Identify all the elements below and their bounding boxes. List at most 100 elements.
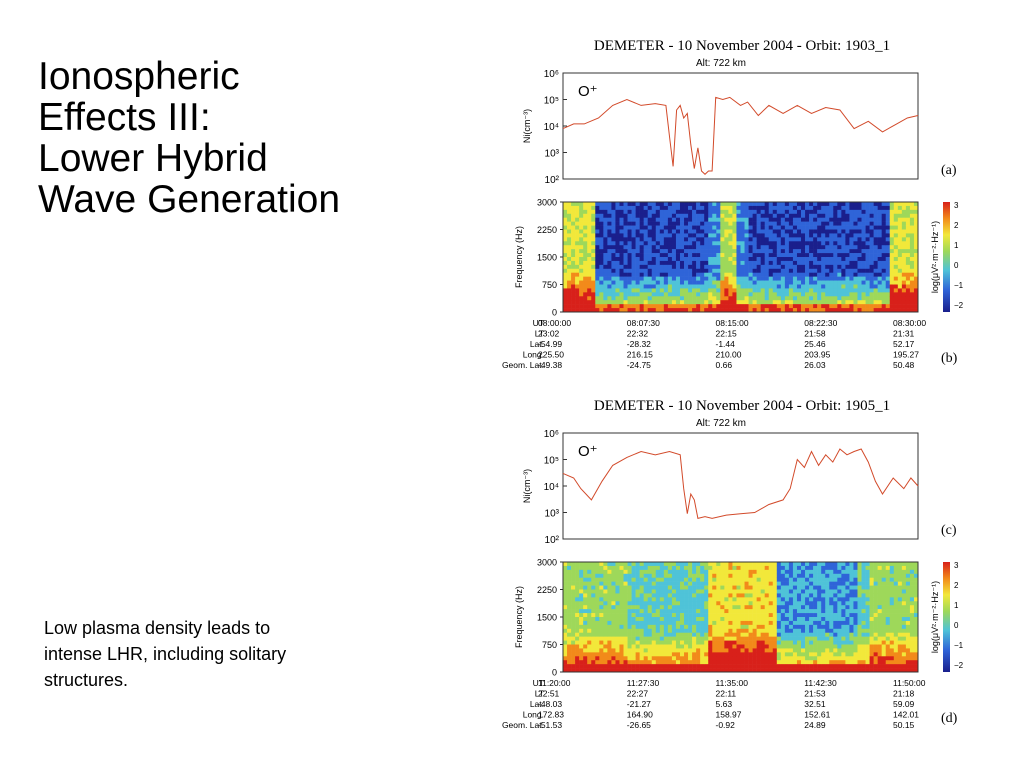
spectrogram-cell (579, 656, 584, 661)
spectrogram-cell (732, 304, 737, 309)
spectrogram-cell (579, 209, 584, 215)
spectrogram-cell (643, 237, 649, 242)
spectrogram-cell (603, 205, 608, 211)
spectrogram-cell (631, 660, 636, 665)
spectrogram-cell (591, 664, 596, 669)
spectrogram-cell (563, 304, 568, 309)
spectrogram-cell (776, 280, 782, 285)
spectrogram-cell (700, 573, 705, 579)
spectrogram-cell (841, 632, 846, 637)
spectrogram-cell (708, 569, 713, 575)
spectrogram-cell (764, 644, 770, 649)
spectrogram-cell (756, 268, 761, 274)
spectrogram-cell (829, 664, 834, 669)
spectrogram-cell (865, 589, 870, 594)
spectrogram-cell (841, 562, 846, 567)
spectrogram-cell (603, 202, 608, 207)
spectrogram-cell (675, 585, 681, 590)
spectrogram-cell (893, 237, 899, 242)
spectrogram-cell (724, 569, 729, 575)
spectrogram-cell (805, 225, 810, 230)
spectrogram-cell (716, 257, 721, 262)
spectrogram-cell (603, 644, 608, 649)
spectrogram-cell (893, 573, 899, 579)
spectrogram-cell (748, 624, 753, 630)
spectrogram-cell (603, 264, 608, 270)
spectrogram-cell (873, 613, 878, 618)
panel-c-subtitle: Alt: 722 km (696, 418, 746, 429)
spectrogram-cell (845, 640, 850, 645)
spectrogram-cell (841, 652, 846, 657)
spectrogram-cell (579, 260, 584, 266)
spectrogram-cell (611, 617, 616, 622)
spectrogram-cell (764, 272, 770, 277)
spectrogram-cell (736, 644, 741, 649)
spectrogram-cell (756, 562, 761, 567)
spectrogram-cell (796, 284, 802, 289)
spectrogram-cell (623, 229, 628, 234)
spectrogram-cell (688, 613, 693, 618)
spectrogram-cell (792, 589, 798, 594)
spectrogram-cell (659, 624, 665, 630)
spectrogram-cell (567, 292, 572, 297)
spectrogram-cell (567, 573, 572, 579)
spectrogram-cell (627, 280, 632, 285)
spectrogram-cell (647, 648, 653, 653)
spectrogram-cell (692, 640, 697, 645)
spectrogram-cell (909, 573, 915, 579)
spectrogram-cell (623, 601, 628, 606)
spectrogram-cell (825, 668, 830, 673)
spectrogram-cell (611, 205, 616, 211)
spectrogram-cell (611, 300, 616, 305)
spectrogram-cell (744, 221, 749, 226)
spectrogram-cell (829, 209, 834, 215)
spectrogram-cell (720, 257, 725, 262)
spectrogram-cell (756, 605, 761, 610)
spectrogram-cell (708, 577, 713, 582)
spectrogram-cell (700, 589, 705, 594)
spectrogram-cell (833, 217, 838, 222)
spectrogram-cell (563, 257, 568, 262)
spectrogram-cell (667, 562, 673, 567)
spectrogram-cell (792, 624, 798, 630)
spectrogram-cell (615, 664, 620, 669)
spectrogram-cell (684, 609, 689, 614)
spectrogram-cell (643, 288, 649, 293)
spectrogram-cell (764, 296, 770, 301)
orbit-cell: 08:30:00 (893, 318, 926, 328)
spectrogram-cell (700, 304, 705, 309)
spectrogram-cell (563, 652, 568, 657)
spectrogram-cell (756, 613, 761, 618)
spectrogram-cell (885, 296, 891, 301)
spectrogram-cell (688, 668, 693, 673)
spectrogram-cell (825, 601, 830, 606)
spectrogram-cell (579, 205, 584, 211)
spectrogram-cell (595, 284, 600, 289)
spectrogram-cell (837, 260, 842, 266)
spectrogram-cell (784, 249, 790, 254)
spectrogram-cell (651, 565, 657, 571)
spectrogram-cell (732, 229, 737, 234)
spectrogram-cell (776, 581, 782, 586)
spectrogram-cell (809, 624, 814, 630)
spectrogram-cell (663, 664, 669, 669)
spectrogram-cell (885, 300, 891, 305)
spectrogram-cell (643, 284, 649, 289)
spectrogram-cell (595, 624, 600, 630)
spectrogram-cell (873, 601, 878, 606)
spectrogram-cell (897, 573, 903, 579)
spectrogram-cell (651, 241, 657, 246)
spectrogram-cell (607, 660, 612, 665)
spectrogram-cell (619, 601, 624, 606)
spectrogram-cell (744, 562, 749, 567)
spectrogram-cell (704, 229, 709, 234)
spectrogram-cell (611, 668, 616, 673)
spectrogram-cell (885, 640, 891, 645)
spectrogram-cell (772, 652, 778, 657)
spectrogram-cell (768, 660, 774, 665)
spectrogram-cell (607, 620, 612, 626)
spectrogram-cell (809, 292, 814, 297)
spectrogram-cell (760, 613, 765, 618)
spectrogram-cell (873, 581, 878, 586)
spectrogram-cell (909, 296, 915, 301)
